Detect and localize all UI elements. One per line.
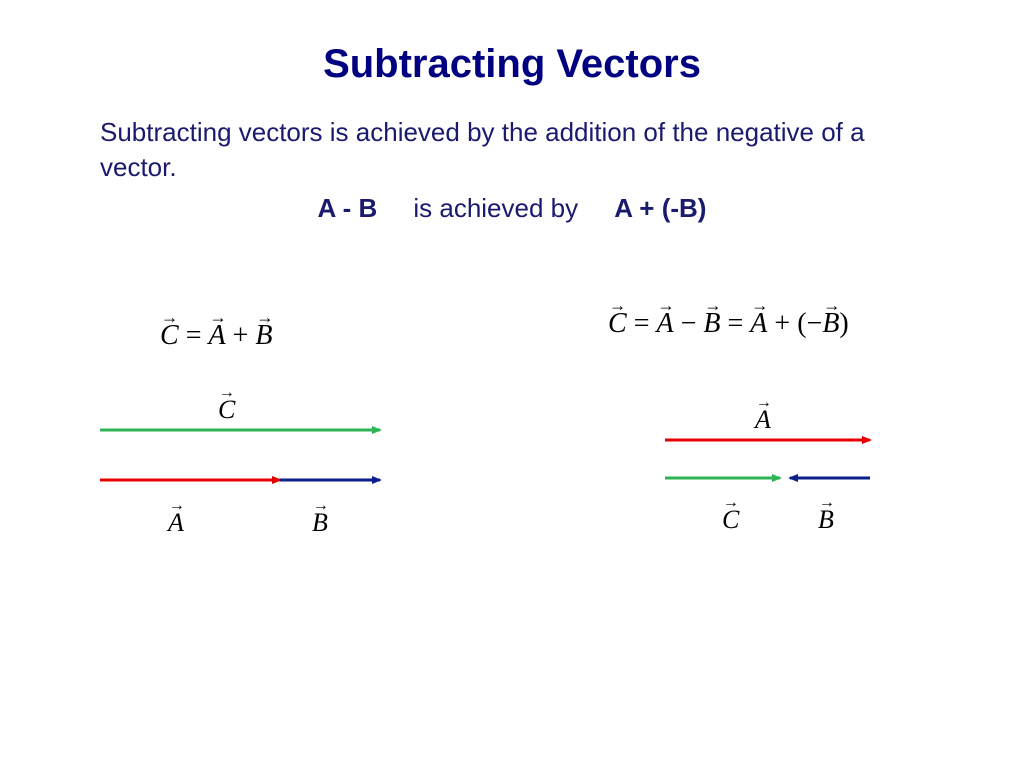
left-label-C: C: [218, 395, 235, 425]
left-label-B: B: [312, 508, 328, 538]
formula-rhs: A + (-B): [614, 193, 706, 223]
formula-lhs: A - B: [318, 193, 378, 223]
left-label-A: A: [168, 508, 184, 538]
right-label-B: B: [818, 505, 834, 535]
formula-line: A - B is achieved by A + (-B): [0, 193, 1024, 224]
right-label-A: A: [755, 405, 771, 435]
formula-mid: is achieved by: [413, 193, 578, 223]
subtitle-text: Subtracting vectors is achieved by the a…: [100, 115, 924, 185]
left-vectors: [95, 410, 395, 490]
diagram-area: C = A + B C = A − B = A + (−B) C A B A C B: [0, 290, 1024, 690]
page-title: Subtracting Vectors: [0, 0, 1024, 87]
left-equation: C = A + B: [160, 320, 273, 352]
right-vectors: [660, 430, 890, 490]
right-equation: C = A − B = A + (−B): [608, 308, 849, 340]
right-label-C: C: [722, 505, 739, 535]
